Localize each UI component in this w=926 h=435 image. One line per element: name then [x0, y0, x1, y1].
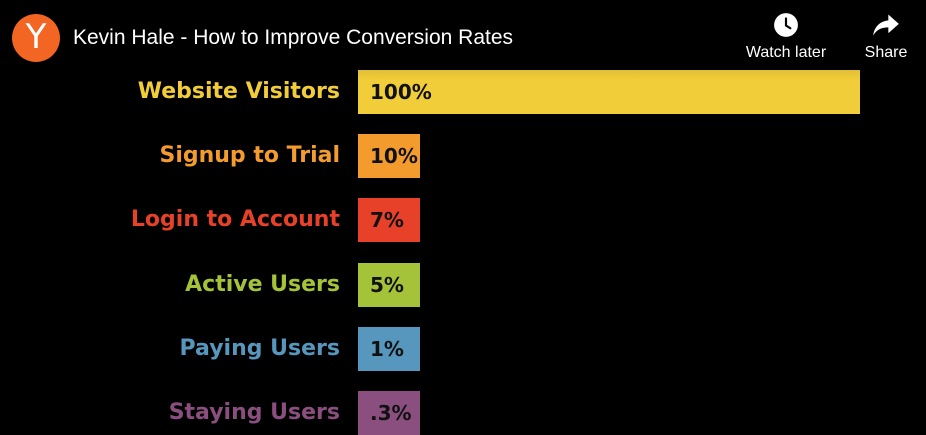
bar-value-label: .3%	[370, 401, 412, 425]
share-button[interactable]: Share	[858, 12, 914, 62]
funnel-bar: .3%	[358, 391, 420, 435]
channel-avatar[interactable]: Y	[12, 14, 60, 62]
funnel-bar: 1%	[358, 327, 420, 371]
category-label: Active Users	[185, 272, 340, 297]
watch-later-button[interactable]: Watch later	[740, 12, 832, 62]
category-label: Signup to Trial	[159, 143, 340, 168]
clock-icon	[774, 13, 798, 37]
funnel-bar: 10%	[358, 134, 420, 178]
bar-value-label: 5%	[370, 273, 404, 297]
video-title[interactable]: Kevin Hale - How to Improve Conversion R…	[73, 26, 514, 49]
category-label: Login to Account	[130, 207, 340, 232]
funnel-bar: 5%	[358, 263, 420, 307]
category-label: Paying Users	[179, 336, 340, 361]
share-arrow-icon	[873, 14, 899, 36]
bar-value-label: 100%	[370, 80, 432, 104]
bar-value-label: 7%	[370, 208, 404, 232]
watch-later-label: Watch later	[745, 44, 827, 61]
channel-logo-letter: Y	[25, 17, 47, 57]
bar-value-label: 10%	[370, 144, 418, 168]
video-top-bar: Y Kevin Hale - How to Improve Conversion…	[0, 0, 926, 80]
funnel-bar: 7%	[358, 198, 420, 242]
bar-value-label: 1%	[370, 337, 404, 361]
category-label: Website Visitors	[137, 79, 340, 104]
category-label: Staying Users	[168, 400, 340, 425]
share-label: Share	[864, 44, 908, 61]
